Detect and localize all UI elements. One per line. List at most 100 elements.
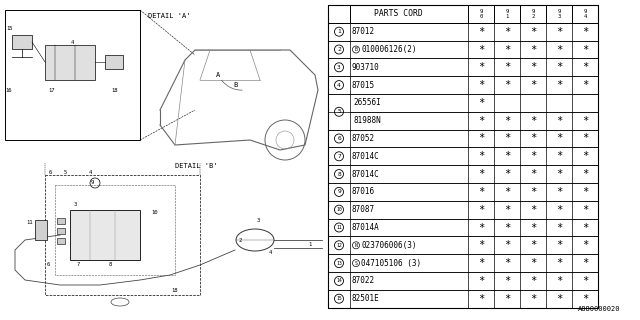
Text: *: * [504, 27, 510, 37]
Text: 3: 3 [337, 65, 341, 70]
Text: B: B [355, 47, 357, 52]
Text: 87087: 87087 [352, 205, 375, 214]
Text: *: * [478, 258, 484, 268]
Text: 2: 2 [238, 237, 242, 243]
Text: *: * [556, 276, 562, 286]
Text: *: * [582, 294, 588, 304]
Text: 7: 7 [337, 154, 341, 159]
Bar [57, 218, 65, 224]
Text: 1: 1 [337, 29, 341, 34]
Text: 18: 18 [112, 87, 118, 92]
Text: *: * [504, 133, 510, 143]
Text: *: * [478, 205, 484, 215]
Text: PARTS CORD: PARTS CORD [374, 9, 422, 18]
Text: 18: 18 [172, 287, 179, 292]
Text: 7: 7 [76, 262, 79, 268]
Text: *: * [530, 27, 536, 37]
Text: *: * [504, 205, 510, 215]
Text: 4: 4 [88, 170, 92, 174]
Text: *: * [556, 133, 562, 143]
Text: *: * [504, 222, 510, 233]
Text: 9
0: 9 0 [479, 9, 483, 19]
Text: 87012: 87012 [352, 27, 375, 36]
Text: *: * [582, 222, 588, 233]
Text: *: * [556, 116, 562, 126]
Text: *: * [530, 151, 536, 161]
Text: 8: 8 [108, 262, 111, 268]
Text: 9
2: 9 2 [531, 9, 534, 19]
Text: *: * [478, 187, 484, 197]
Text: 3: 3 [74, 203, 77, 207]
Text: 4: 4 [70, 39, 74, 44]
Text: *: * [530, 276, 536, 286]
Text: *: * [556, 151, 562, 161]
Text: *: * [478, 62, 484, 72]
Text: 15: 15 [7, 26, 13, 30]
Text: 26556I: 26556I [353, 99, 381, 108]
Text: 023706006(3): 023706006(3) [361, 241, 417, 250]
Text: *: * [556, 27, 562, 37]
Text: *: * [530, 240, 536, 250]
Text: *: * [582, 187, 588, 197]
Text: 9: 9 [337, 189, 341, 195]
Text: *: * [582, 276, 588, 286]
Text: *: * [478, 27, 484, 37]
Text: *: * [478, 80, 484, 90]
Text: *: * [504, 44, 510, 54]
Text: *: * [582, 240, 588, 250]
Text: 9
1: 9 1 [506, 9, 509, 19]
Text: 15: 15 [336, 296, 342, 301]
Text: 10: 10 [336, 207, 342, 212]
Text: *: * [504, 80, 510, 90]
Text: *: * [582, 27, 588, 37]
Text: 047105106 (3): 047105106 (3) [361, 259, 421, 268]
Text: *: * [530, 133, 536, 143]
Text: *: * [530, 169, 536, 179]
Text: 87052: 87052 [352, 134, 375, 143]
Text: 5: 5 [63, 170, 67, 174]
Text: A: A [216, 72, 220, 78]
Text: 87016: 87016 [352, 188, 375, 196]
Text: 3: 3 [257, 218, 260, 222]
Text: 4: 4 [268, 250, 271, 254]
Text: *: * [504, 116, 510, 126]
Text: *: * [582, 62, 588, 72]
Text: *: * [530, 116, 536, 126]
Text: *: * [530, 222, 536, 233]
Bar [105, 55, 123, 69]
Text: S: S [355, 260, 357, 266]
Text: *: * [530, 294, 536, 304]
Text: *: * [504, 187, 510, 197]
Text: DETAIL 'A': DETAIL 'A' [148, 13, 191, 19]
Text: *: * [530, 187, 536, 197]
Text: *: * [530, 205, 536, 215]
Bar [328, 5, 598, 308]
Text: 82501E: 82501E [352, 294, 380, 303]
Text: *: * [556, 258, 562, 268]
Text: *: * [556, 62, 562, 72]
Text: *: * [556, 187, 562, 197]
Text: 87014C: 87014C [352, 170, 380, 179]
Bar [35, 220, 47, 240]
Text: 1: 1 [308, 243, 312, 247]
Text: *: * [478, 169, 484, 179]
Text: *: * [582, 44, 588, 54]
Text: 8: 8 [337, 172, 341, 177]
Text: *: * [504, 62, 510, 72]
Text: B: B [233, 82, 237, 88]
Bar [5, 10, 140, 140]
Text: *: * [582, 258, 588, 268]
Text: N: N [355, 243, 357, 248]
Bar [57, 228, 65, 234]
Text: *: * [556, 222, 562, 233]
Text: 12: 12 [336, 243, 342, 248]
Text: *: * [504, 240, 510, 250]
Text: 87022: 87022 [352, 276, 375, 285]
Text: *: * [582, 169, 588, 179]
Text: *: * [582, 116, 588, 126]
Bar [45, 175, 200, 295]
Text: *: * [530, 62, 536, 72]
Text: *: * [530, 258, 536, 268]
Text: *: * [556, 294, 562, 304]
Text: 81988N: 81988N [353, 116, 381, 125]
